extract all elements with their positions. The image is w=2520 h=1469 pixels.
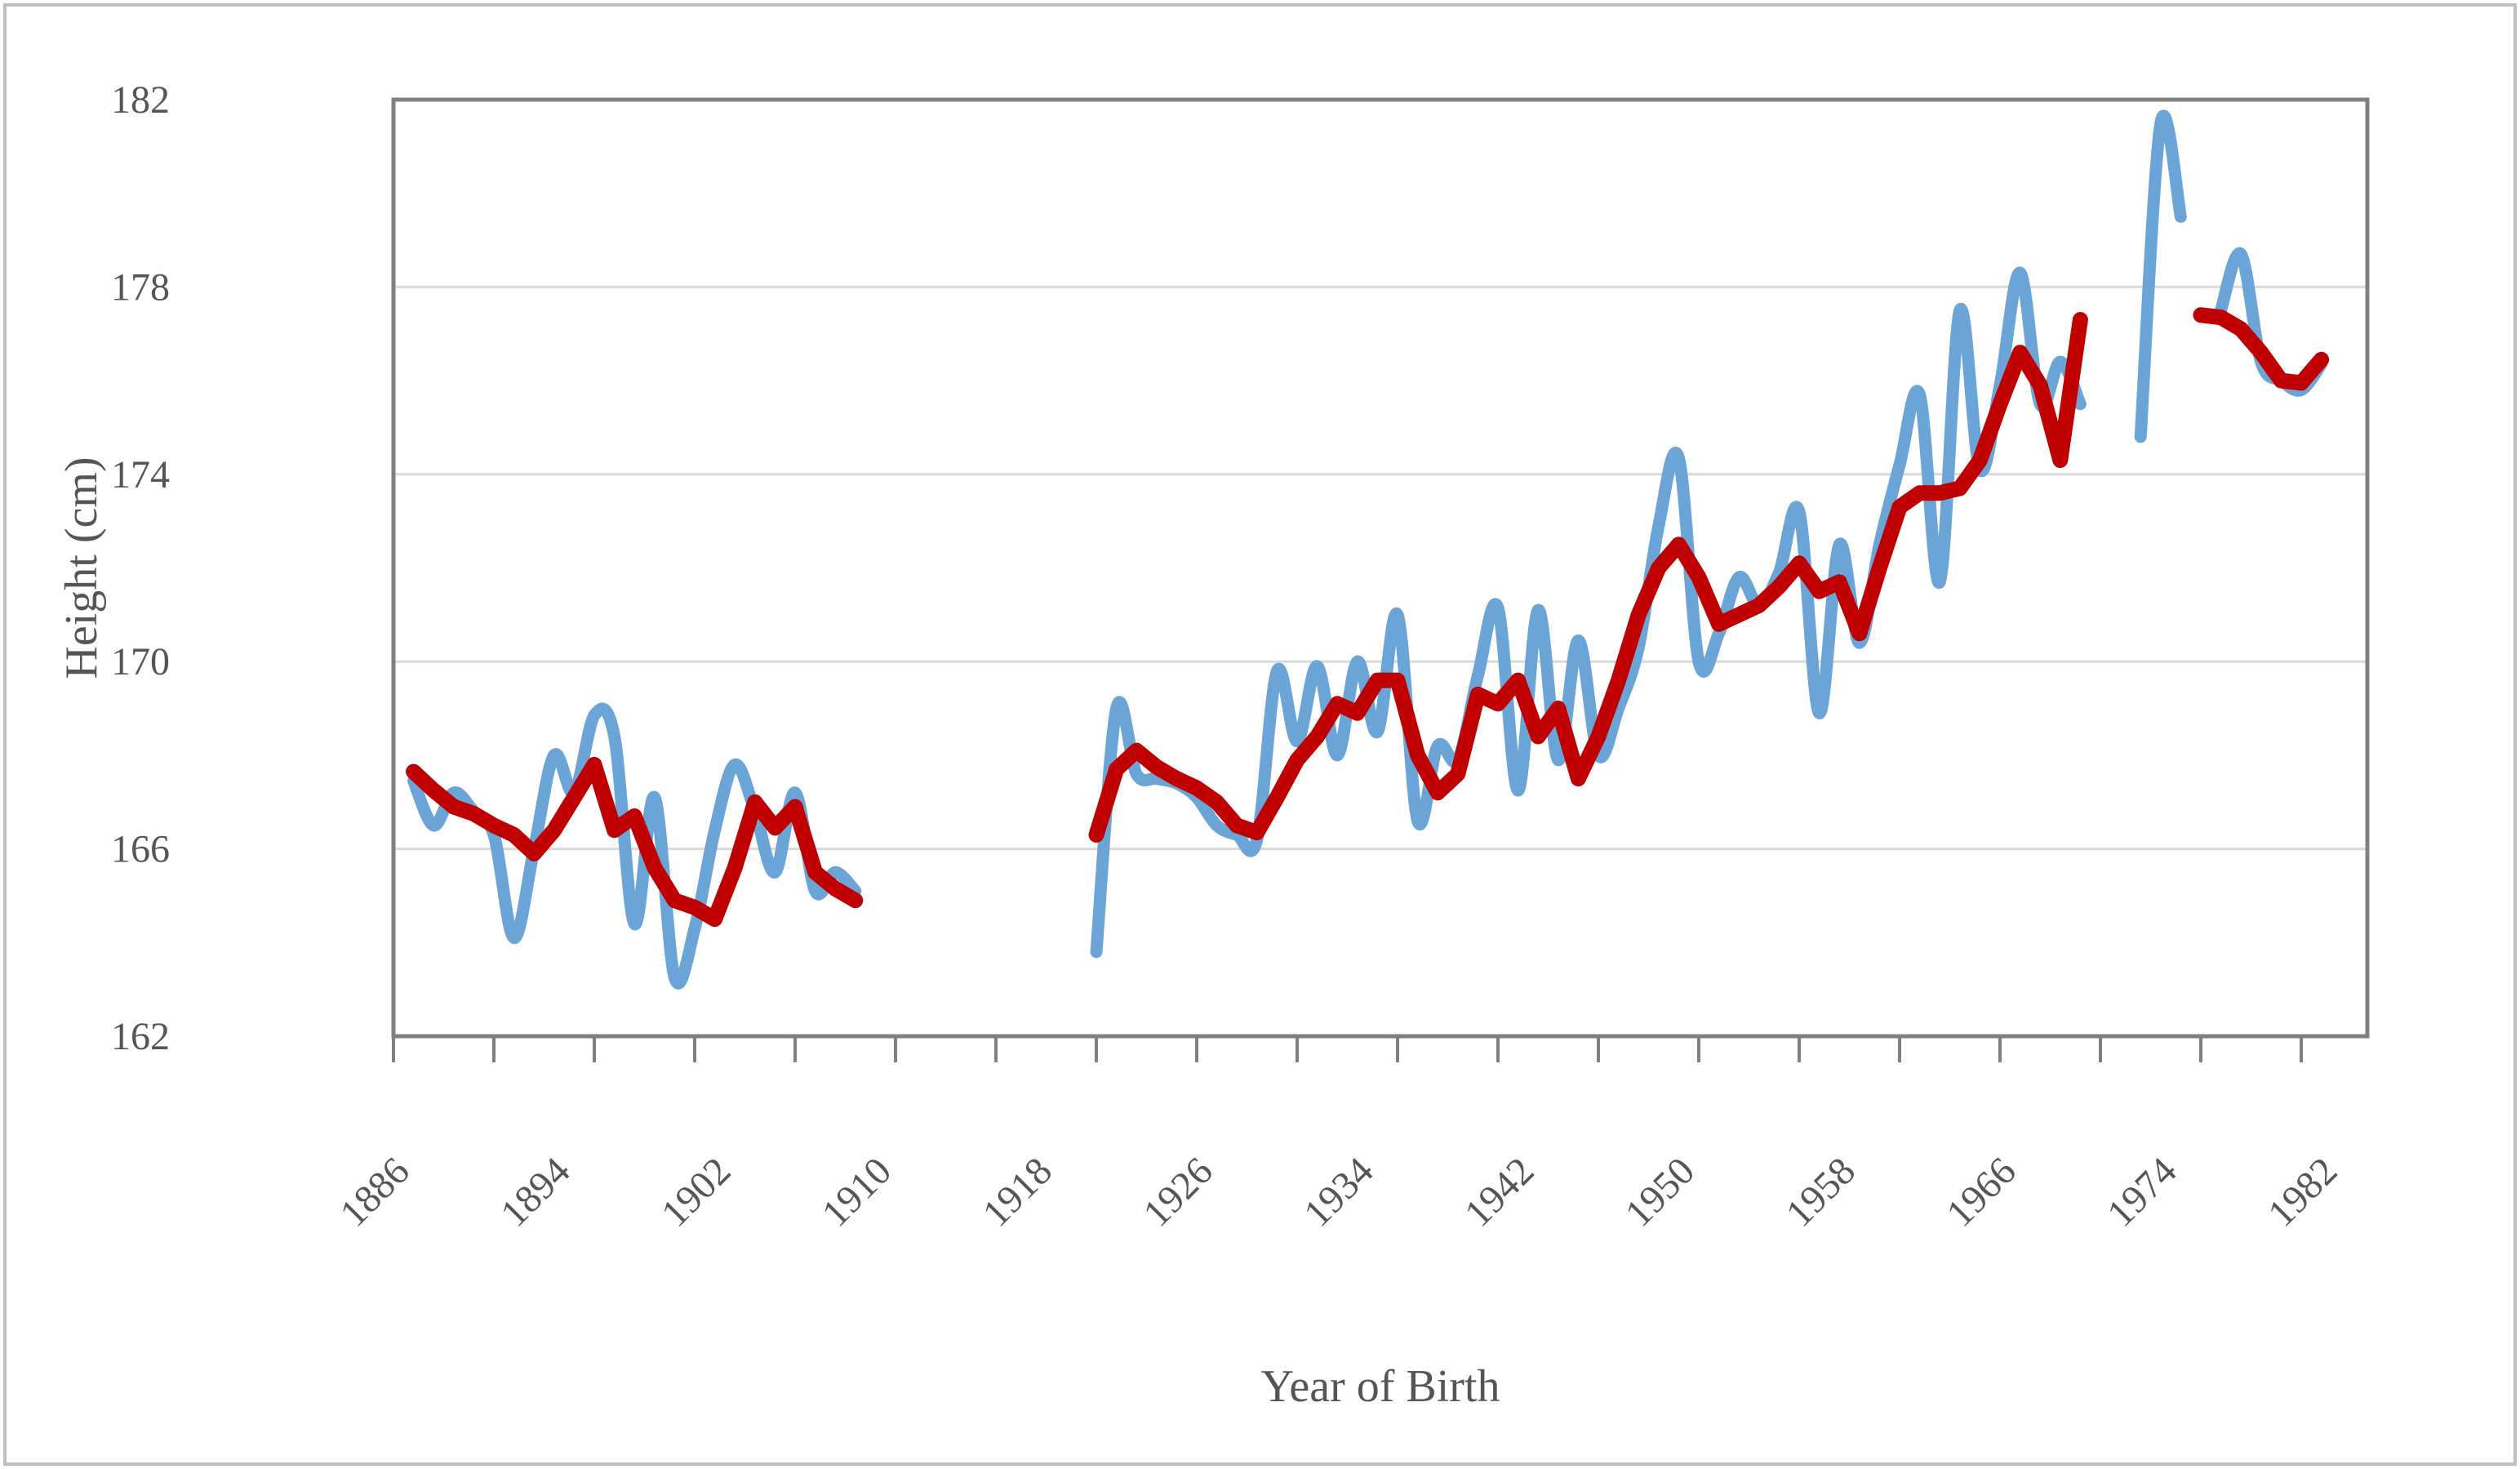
outer-border-rect (3, 3, 2517, 1466)
x-tick-label-1926: 1926 (1135, 1149, 1220, 1235)
x-tick-label-1958: 1958 (1778, 1149, 1864, 1235)
x-tick-label-1902: 1902 (653, 1149, 739, 1235)
x-tick-label-1950: 1950 (1617, 1149, 1703, 1235)
x-tick-label-1982: 1982 (2260, 1149, 2345, 1235)
y-tick-label-178: 178 (111, 265, 170, 309)
y-tick-label-170: 170 (111, 640, 170, 683)
y-tick-label-162: 162 (111, 1015, 170, 1058)
y-tick-label-174: 174 (111, 453, 170, 496)
data-series (406, 109, 2330, 990)
y-tick-label-182: 182 (111, 78, 170, 122)
moving-average-height-segment-2 (1088, 312, 2088, 843)
x-tick-label-1894: 1894 (492, 1149, 578, 1235)
x-tick-label-1974: 1974 (2099, 1149, 2184, 1235)
x-tick-label-1942: 1942 (1456, 1149, 1542, 1235)
y-axis-tick-labels: 162 166 170 174 178 182 (111, 78, 170, 1058)
x-tick-label-1966: 1966 (1938, 1149, 2024, 1235)
x-axis-title: Year of Birth (1261, 1361, 1500, 1412)
gridlines (393, 285, 2367, 851)
x-tick-label-1934: 1934 (1296, 1149, 1381, 1235)
x-axis-tick-labels: 1886 1894 1902 1910 1918 1926 1934 1942 1950 1958… (331, 1149, 2345, 1235)
plot-frame-rect (391, 97, 2370, 1039)
moving-average-height-segment-1 (406, 756, 864, 928)
x-axis-ticks (392, 1036, 2303, 1062)
annual-height-segment-1 (407, 702, 862, 990)
x-tick-label-1910: 1910 (814, 1149, 900, 1235)
annual-height-segment-3 (2134, 109, 2187, 443)
outer-border (3, 3, 2517, 1466)
x-tick-label-1918: 1918 (975, 1149, 1060, 1235)
moving-average-height-segment-3 (2193, 307, 2330, 391)
y-axis-title: Height (cm) (56, 456, 107, 679)
y-tick-label-166: 166 (111, 828, 170, 871)
x-tick-label-1886: 1886 (331, 1149, 417, 1235)
plot-frame (391, 97, 2370, 1039)
